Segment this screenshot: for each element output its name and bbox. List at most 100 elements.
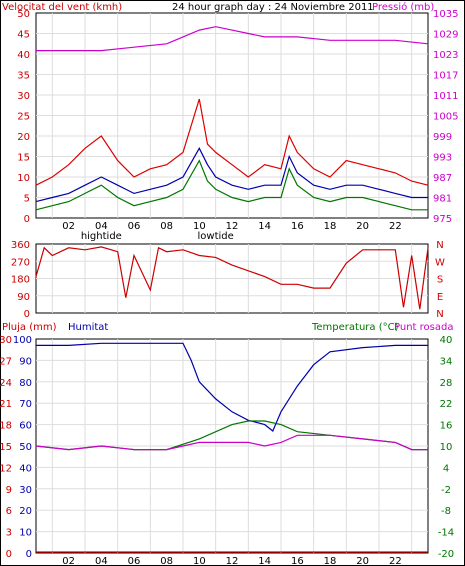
wind-y-tick: 50 — [17, 9, 30, 20]
pressure-y-tick: 1017 — [433, 71, 458, 82]
x-tick-label: 06 — [128, 221, 141, 232]
temperature-label: Temperatura (°C) — [311, 322, 399, 333]
temperature-y-tick: 40 — [440, 335, 453, 346]
temperature-y-tick: 34 — [440, 356, 453, 367]
humidity-y-tick: 100 — [13, 335, 32, 346]
temperature-y-tick: 16 — [440, 421, 453, 432]
x-tick-label: 02 — [62, 221, 75, 232]
humidity-y-tick: 30 — [19, 485, 32, 496]
wind-y-tick: 15 — [17, 153, 30, 164]
rain-y-tick: 24 — [0, 378, 12, 389]
humidity-y-tick: 90 — [19, 356, 32, 367]
wind-y-tick: 45 — [17, 30, 30, 41]
x-tick-label: 10 — [193, 221, 206, 232]
humidity-y-tick: 10 — [19, 528, 32, 539]
rain-y-tick: 6 — [6, 506, 12, 517]
hightide-marker: hightide — [81, 231, 122, 242]
pressure-y-tick: 975 — [433, 214, 452, 225]
x-tick-label: 08 — [160, 556, 173, 566]
x-tick-label: 22 — [389, 221, 402, 232]
x-tick-label: 04 — [95, 221, 108, 232]
temperature-y-tick: 4 — [443, 463, 449, 474]
pressure-y-tick: 993 — [433, 153, 452, 164]
humidity-y-tick: 50 — [19, 442, 32, 453]
pressure-label: Pressió (mb) — [372, 1, 434, 13]
series-average — [35, 147, 428, 203]
series-speed — [35, 159, 428, 211]
series-direction — [35, 246, 429, 310]
direction-y-tick: 270 — [11, 257, 30, 268]
wind-y-tick: 5 — [24, 194, 30, 205]
x-tick-label: 20 — [356, 221, 369, 232]
wind-y-tick: 0 — [24, 214, 30, 225]
temperature-y-tick: 28 — [440, 378, 453, 389]
pressure-y-tick: 999 — [433, 132, 452, 143]
series-humidity — [36, 342, 428, 432]
rain-label: Pluja (mm) — [2, 322, 57, 333]
direction-y-tick: 0 — [24, 309, 30, 320]
x-tick-label: 22 — [389, 556, 402, 566]
x-tick-label: 12 — [226, 556, 239, 566]
wind-y-tick: 40 — [17, 50, 30, 61]
x-tick-label: 02 — [62, 556, 75, 566]
pressure-y-tick: 1011 — [433, 91, 458, 102]
temperature-y-tick: 10 — [440, 442, 453, 453]
series-pressure — [36, 26, 429, 52]
rain-y-tick: 18 — [0, 421, 12, 432]
compass-tick: W — [435, 257, 445, 268]
wind-speed-label: Velocitat del vent (kmh) — [2, 2, 122, 13]
compass-tick: N — [436, 309, 443, 320]
rain-y-tick: 12 — [0, 463, 12, 474]
humidity-y-tick: 40 — [19, 463, 32, 474]
rain-y-tick: 15 — [0, 442, 12, 453]
pressure-y-tick: 981 — [433, 194, 452, 205]
x-tick-label: 18 — [324, 556, 337, 566]
humidity-y-tick: 0 — [26, 549, 32, 560]
humidity-label: Humitat — [68, 322, 108, 333]
chart-title: 24 hour graph day : 24 Noviembre 2011 — [172, 2, 374, 13]
temperature-y-tick: -8 — [441, 506, 451, 517]
humidity-y-tick: 80 — [19, 378, 32, 389]
temperature-y-tick: -2 — [441, 485, 451, 496]
pressure-y-tick: 1035 — [433, 9, 458, 20]
x-tick-label: 18 — [324, 221, 337, 232]
pressure-y-tick: 987 — [433, 173, 452, 184]
wind-y-tick: 10 — [17, 173, 30, 184]
compass-tick: S — [437, 275, 443, 286]
x-tick-label: 14 — [258, 221, 271, 232]
direction-y-tick: 90 — [17, 292, 30, 303]
x-tick-label: 14 — [258, 556, 271, 566]
temperature-y-tick: 22 — [440, 399, 453, 410]
humidity-y-tick: 20 — [19, 506, 32, 517]
pressure-y-tick: 1029 — [433, 30, 458, 41]
rain-y-tick: 9 — [6, 485, 12, 496]
rain-y-tick: 21 — [0, 399, 12, 410]
compass-tick: N — [436, 240, 443, 251]
series-gust — [35, 98, 429, 186]
pressure-y-tick: 1005 — [433, 112, 458, 123]
direction-y-tick: 360 — [11, 240, 30, 251]
temperature-y-tick: -14 — [438, 528, 454, 539]
x-tick-label: 16 — [291, 221, 304, 232]
dewpoint-label: Punt rosada — [394, 322, 453, 333]
x-tick-label: 20 — [356, 556, 369, 566]
wind-y-tick: 25 — [17, 112, 30, 123]
lowtide-marker: lowtide — [198, 231, 234, 242]
direction-y-tick: 180 — [11, 275, 30, 286]
rain-y-tick: 0 — [6, 549, 12, 560]
temperature-y-tick: -20 — [438, 549, 454, 560]
humidity-y-tick: 70 — [19, 399, 32, 410]
x-tick-label: 12 — [226, 221, 239, 232]
wind-y-tick: 35 — [17, 71, 30, 82]
compass-tick: E — [437, 292, 443, 303]
x-tick-label: 10 — [193, 556, 206, 566]
x-tick-label: 16 — [291, 556, 304, 566]
pressure-y-tick: 1023 — [433, 50, 458, 61]
rain-y-tick: 27 — [0, 356, 12, 367]
series-dewpoint — [35, 434, 428, 451]
x-tick-label: 04 — [95, 556, 108, 566]
rain-y-tick: 30 — [0, 335, 12, 346]
wind-y-tick: 30 — [17, 91, 30, 102]
